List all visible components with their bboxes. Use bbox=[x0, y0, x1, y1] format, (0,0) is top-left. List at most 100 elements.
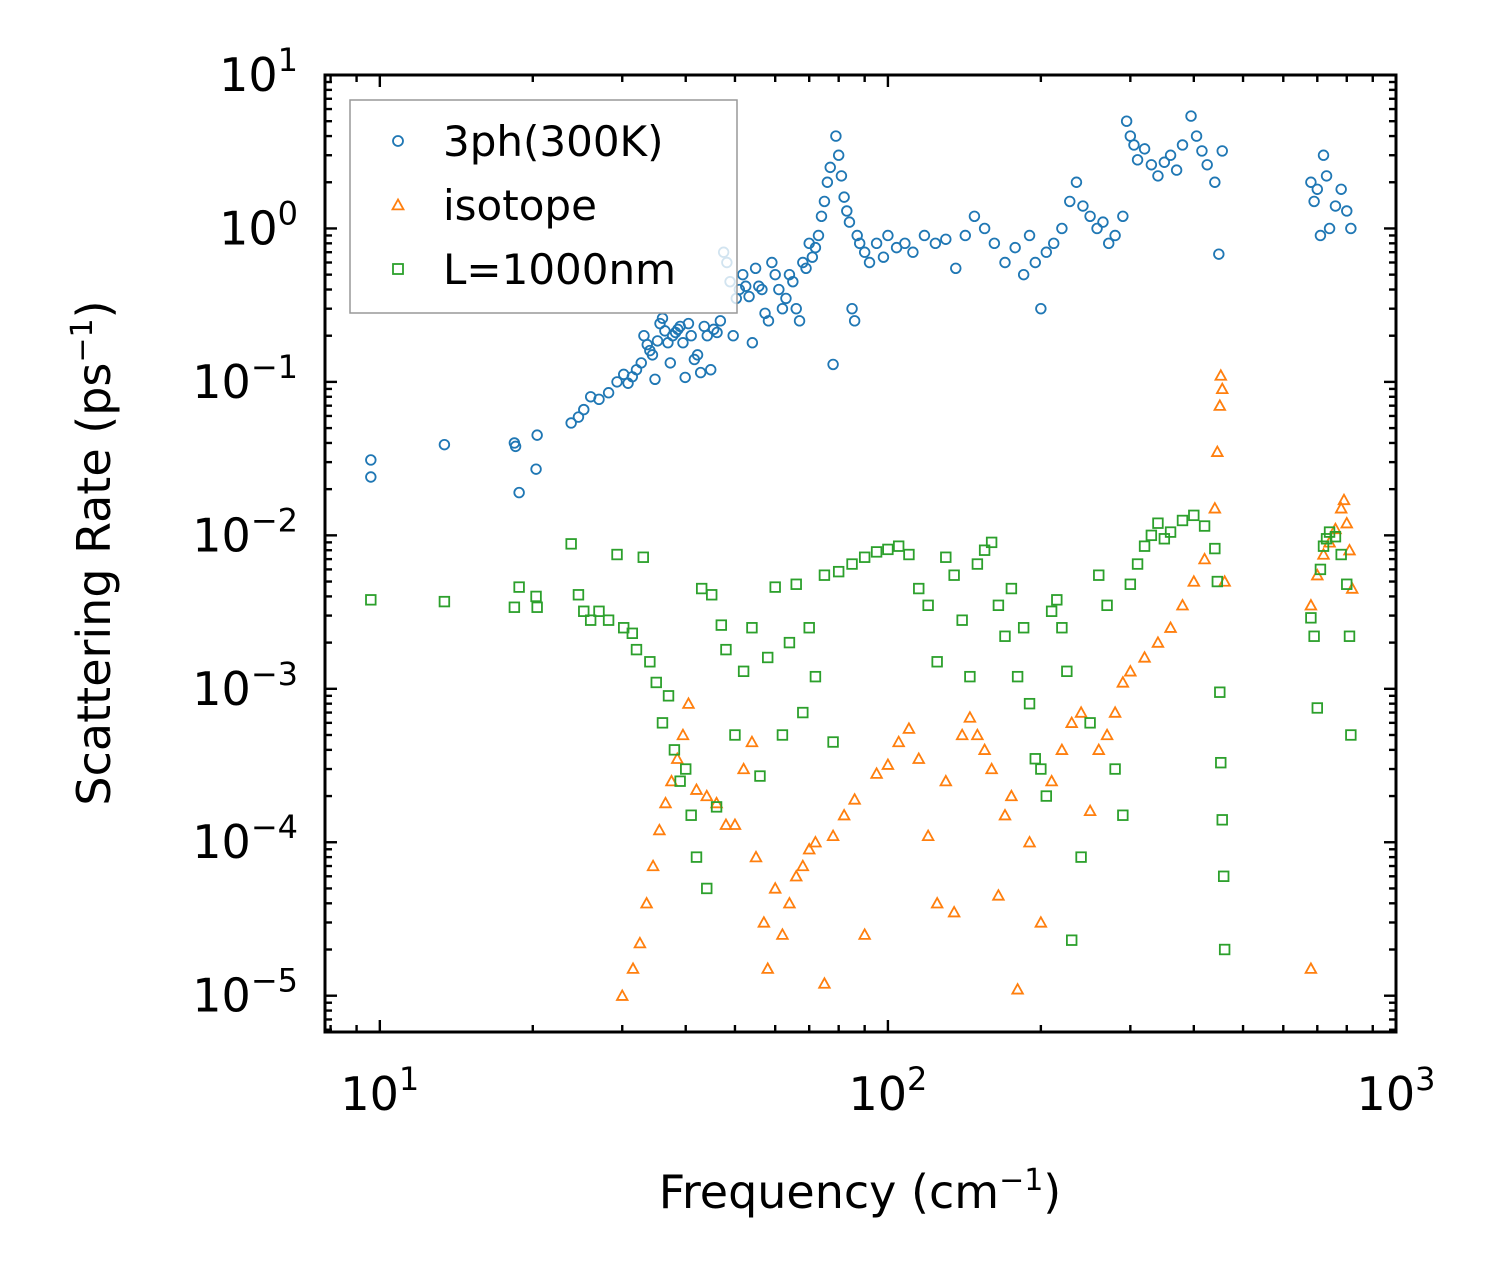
y-tick-label: 10−2 bbox=[192, 501, 298, 562]
data-point bbox=[727, 330, 739, 342]
data-point bbox=[1216, 814, 1228, 826]
data-point bbox=[1341, 578, 1353, 590]
data-point bbox=[922, 599, 934, 612]
data-point bbox=[1137, 650, 1152, 663]
data-point bbox=[769, 581, 781, 593]
data-point bbox=[682, 317, 695, 330]
legend-label: 3ph(300K) bbox=[443, 117, 663, 166]
y-tick-label: 101 bbox=[219, 41, 298, 102]
data-point bbox=[1035, 763, 1047, 775]
data-point bbox=[1009, 241, 1021, 254]
data-point bbox=[1010, 982, 1025, 995]
y-tick-label: 10−1 bbox=[192, 348, 298, 409]
data-point bbox=[749, 262, 762, 274]
data-point bbox=[1056, 622, 1068, 634]
data-point bbox=[508, 601, 521, 613]
data-point bbox=[832, 565, 845, 578]
data-point bbox=[964, 670, 976, 683]
data-point bbox=[808, 835, 823, 848]
data-point bbox=[1163, 620, 1178, 633]
data-point bbox=[656, 717, 669, 729]
data-point bbox=[1064, 195, 1076, 208]
data-point bbox=[746, 337, 759, 349]
data-point bbox=[1329, 530, 1342, 543]
data-point bbox=[1345, 581, 1360, 594]
data-point bbox=[802, 842, 817, 855]
data-point bbox=[1093, 569, 1105, 581]
data-point bbox=[1066, 934, 1078, 946]
data-point bbox=[1339, 516, 1354, 529]
data-point bbox=[1077, 200, 1089, 212]
data-point bbox=[1305, 612, 1317, 624]
data-point bbox=[992, 599, 1005, 612]
data-point bbox=[578, 403, 590, 416]
data-point bbox=[882, 543, 894, 556]
data-point bbox=[1117, 809, 1129, 821]
data-point bbox=[827, 358, 839, 371]
data-point bbox=[1152, 170, 1164, 182]
data-point bbox=[701, 882, 713, 895]
data-point bbox=[1335, 183, 1347, 195]
data-point bbox=[903, 548, 915, 561]
data-point bbox=[846, 302, 858, 315]
data-point bbox=[1070, 176, 1083, 188]
tick-layer: 101 102 103 101 100 10−1 10−2 10−3 10−4 10−5 bbox=[192, 41, 1435, 1121]
data-point bbox=[1097, 216, 1109, 228]
data-point bbox=[1158, 156, 1171, 168]
data-point bbox=[1164, 526, 1177, 538]
data-point bbox=[707, 323, 720, 336]
data-point bbox=[365, 471, 377, 483]
data-point bbox=[959, 229, 971, 242]
data-point bbox=[882, 229, 894, 242]
data-point bbox=[950, 262, 962, 274]
data-point bbox=[633, 936, 647, 949]
data-point bbox=[635, 357, 647, 369]
data-point bbox=[1045, 605, 1058, 617]
data-point bbox=[715, 619, 728, 631]
data-point bbox=[1138, 540, 1151, 552]
data-point bbox=[940, 551, 952, 563]
data-point bbox=[1334, 501, 1348, 514]
data-point bbox=[756, 283, 768, 296]
data-point bbox=[1209, 542, 1221, 555]
data-point bbox=[611, 548, 623, 561]
data-point bbox=[984, 761, 999, 775]
x-tick-label: 102 bbox=[848, 1060, 927, 1121]
data-point bbox=[1109, 229, 1121, 242]
data-point bbox=[531, 601, 543, 613]
data-point bbox=[1075, 851, 1087, 863]
data-point bbox=[672, 323, 684, 336]
data-point bbox=[670, 751, 685, 764]
data-point bbox=[818, 569, 831, 581]
data-point bbox=[1004, 788, 1019, 802]
y-tick-label: 100 bbox=[219, 194, 298, 255]
x-tick-label: 103 bbox=[1357, 1060, 1436, 1121]
data-point bbox=[800, 262, 812, 274]
data-point bbox=[1124, 578, 1137, 590]
data-point bbox=[838, 191, 850, 203]
data-point bbox=[691, 349, 704, 361]
data-point bbox=[1055, 742, 1069, 755]
data-point bbox=[1343, 630, 1356, 642]
data-point bbox=[1209, 176, 1221, 188]
data-point bbox=[1323, 222, 1336, 235]
data-point bbox=[1056, 222, 1068, 235]
data-point bbox=[977, 742, 992, 755]
data-point bbox=[1164, 149, 1177, 161]
data-point bbox=[664, 774, 679, 787]
data-point bbox=[768, 881, 783, 894]
data-point bbox=[1011, 670, 1024, 683]
data-point bbox=[1337, 492, 1351, 506]
data-point bbox=[806, 251, 819, 263]
series-1 bbox=[365, 110, 1357, 499]
data-point bbox=[978, 222, 991, 235]
y-tick-label: 10−5 bbox=[192, 962, 298, 1023]
data-point bbox=[762, 651, 774, 664]
data-point bbox=[956, 614, 968, 626]
data-point bbox=[737, 268, 749, 281]
data-point bbox=[970, 727, 985, 741]
data-point bbox=[438, 595, 451, 608]
data-point bbox=[991, 888, 1006, 901]
data-point bbox=[899, 237, 911, 250]
data-point bbox=[572, 589, 585, 601]
